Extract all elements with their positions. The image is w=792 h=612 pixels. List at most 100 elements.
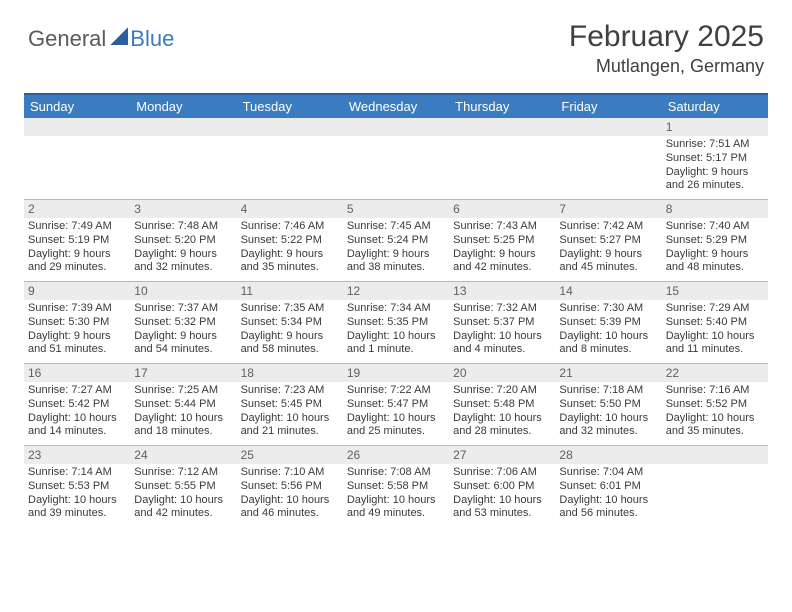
daylight-text: Daylight: 10 hours and 35 minutes.	[666, 412, 764, 440]
sunset-text: Sunset: 5:27 PM	[559, 234, 657, 248]
day-number: 26	[343, 446, 449, 464]
sunset-text: Sunset: 5:37 PM	[453, 316, 551, 330]
day-cell: Sunrise: 7:45 AMSunset: 5:24 PMDaylight:…	[343, 218, 449, 281]
day-cell: Sunrise: 7:37 AMSunset: 5:32 PMDaylight:…	[130, 300, 236, 363]
daynum-row: 1	[24, 118, 768, 136]
sunset-text: Sunset: 5:44 PM	[134, 398, 232, 412]
day-cell: Sunrise: 7:22 AMSunset: 5:47 PMDaylight:…	[343, 382, 449, 445]
day-cell: Sunrise: 7:14 AMSunset: 5:53 PMDaylight:…	[24, 464, 130, 527]
sunrise-text: Sunrise: 7:46 AM	[241, 220, 339, 234]
day-cell	[237, 136, 343, 199]
day-cell: Sunrise: 7:34 AMSunset: 5:35 PMDaylight:…	[343, 300, 449, 363]
day-number: 14	[555, 282, 661, 300]
day-number: 16	[24, 364, 130, 382]
sunset-text: Sunset: 5:34 PM	[241, 316, 339, 330]
day-cell: Sunrise: 7:12 AMSunset: 5:55 PMDaylight:…	[130, 464, 236, 527]
day-number: 25	[237, 446, 343, 464]
sunrise-text: Sunrise: 7:08 AM	[347, 466, 445, 480]
day-cell: Sunrise: 7:46 AMSunset: 5:22 PMDaylight:…	[237, 218, 343, 281]
sunset-text: Sunset: 5:40 PM	[666, 316, 764, 330]
daylight-text: Daylight: 10 hours and 32 minutes.	[559, 412, 657, 440]
week-row: Sunrise: 7:49 AMSunset: 5:19 PMDaylight:…	[24, 218, 768, 282]
day-header-row: Sunday Monday Tuesday Wednesday Thursday…	[24, 95, 768, 118]
day-cell: Sunrise: 7:29 AMSunset: 5:40 PMDaylight:…	[662, 300, 768, 363]
sunset-text: Sunset: 6:01 PM	[559, 480, 657, 494]
sunrise-text: Sunrise: 7:40 AM	[666, 220, 764, 234]
day-number: 11	[237, 282, 343, 300]
day-number: 28	[555, 446, 661, 464]
sunrise-text: Sunrise: 7:04 AM	[559, 466, 657, 480]
day-cell: Sunrise: 7:35 AMSunset: 5:34 PMDaylight:…	[237, 300, 343, 363]
week-row: Sunrise: 7:51 AMSunset: 5:17 PMDaylight:…	[24, 136, 768, 200]
sunset-text: Sunset: 5:53 PM	[28, 480, 126, 494]
day-label-tue: Tuesday	[237, 95, 343, 118]
sunset-text: Sunset: 5:42 PM	[28, 398, 126, 412]
day-cell	[343, 136, 449, 199]
calendar: Sunday Monday Tuesday Wednesday Thursday…	[24, 93, 768, 527]
sunset-text: Sunset: 5:58 PM	[347, 480, 445, 494]
logo-text-general: General	[28, 26, 106, 52]
day-cell: Sunrise: 7:23 AMSunset: 5:45 PMDaylight:…	[237, 382, 343, 445]
sunset-text: Sunset: 5:56 PM	[241, 480, 339, 494]
day-number: 21	[555, 364, 661, 382]
day-cell: Sunrise: 7:43 AMSunset: 5:25 PMDaylight:…	[449, 218, 555, 281]
sunrise-text: Sunrise: 7:37 AM	[134, 302, 232, 316]
sunrise-text: Sunrise: 7:29 AM	[666, 302, 764, 316]
sunset-text: Sunset: 5:45 PM	[241, 398, 339, 412]
daylight-text: Daylight: 10 hours and 28 minutes.	[453, 412, 551, 440]
day-number: 17	[130, 364, 236, 382]
day-number	[130, 118, 236, 136]
daylight-text: Daylight: 9 hours and 38 minutes.	[347, 248, 445, 276]
day-label-mon: Monday	[130, 95, 236, 118]
daylight-text: Daylight: 10 hours and 46 minutes.	[241, 494, 339, 522]
day-cell: Sunrise: 7:42 AMSunset: 5:27 PMDaylight:…	[555, 218, 661, 281]
day-number: 10	[130, 282, 236, 300]
day-number: 13	[449, 282, 555, 300]
sunrise-text: Sunrise: 7:45 AM	[347, 220, 445, 234]
sunset-text: Sunset: 5:29 PM	[666, 234, 764, 248]
daylight-text: Daylight: 9 hours and 32 minutes.	[134, 248, 232, 276]
day-number	[237, 118, 343, 136]
sunrise-text: Sunrise: 7:06 AM	[453, 466, 551, 480]
month-title: February 2025	[569, 20, 764, 54]
day-cell: Sunrise: 7:25 AMSunset: 5:44 PMDaylight:…	[130, 382, 236, 445]
day-number	[449, 118, 555, 136]
sunset-text: Sunset: 6:00 PM	[453, 480, 551, 494]
day-number: 2	[24, 200, 130, 218]
daylight-text: Daylight: 10 hours and 1 minute.	[347, 330, 445, 358]
daylight-text: Daylight: 10 hours and 56 minutes.	[559, 494, 657, 522]
sunset-text: Sunset: 5:52 PM	[666, 398, 764, 412]
daynum-row: 16171819202122	[24, 364, 768, 382]
day-number	[24, 118, 130, 136]
day-number: 20	[449, 364, 555, 382]
daynum-row: 2345678	[24, 200, 768, 218]
day-cell: Sunrise: 7:40 AMSunset: 5:29 PMDaylight:…	[662, 218, 768, 281]
day-number	[555, 118, 661, 136]
sunset-text: Sunset: 5:39 PM	[559, 316, 657, 330]
daylight-text: Daylight: 9 hours and 26 minutes.	[666, 166, 764, 194]
day-label-fri: Friday	[555, 95, 661, 118]
daylight-text: Daylight: 10 hours and 42 minutes.	[134, 494, 232, 522]
day-cell	[555, 136, 661, 199]
day-cell: Sunrise: 7:16 AMSunset: 5:52 PMDaylight:…	[662, 382, 768, 445]
day-cell: Sunrise: 7:06 AMSunset: 6:00 PMDaylight:…	[449, 464, 555, 527]
daylight-text: Daylight: 9 hours and 35 minutes.	[241, 248, 339, 276]
daylight-text: Daylight: 9 hours and 45 minutes.	[559, 248, 657, 276]
sunset-text: Sunset: 5:47 PM	[347, 398, 445, 412]
page-header: General Blue February 2025 Mutlangen, Ge…	[0, 0, 792, 85]
daylight-text: Daylight: 9 hours and 48 minutes.	[666, 248, 764, 276]
daylight-text: Daylight: 9 hours and 58 minutes.	[241, 330, 339, 358]
sunrise-text: Sunrise: 7:49 AM	[28, 220, 126, 234]
sunrise-text: Sunrise: 7:10 AM	[241, 466, 339, 480]
day-number: 24	[130, 446, 236, 464]
day-label-wed: Wednesday	[343, 95, 449, 118]
sunrise-text: Sunrise: 7:20 AM	[453, 384, 551, 398]
daylight-text: Daylight: 9 hours and 54 minutes.	[134, 330, 232, 358]
day-number: 8	[662, 200, 768, 218]
sail-icon	[110, 27, 128, 45]
daynum-row: 9101112131415	[24, 282, 768, 300]
sunrise-text: Sunrise: 7:48 AM	[134, 220, 232, 234]
day-cell: Sunrise: 7:20 AMSunset: 5:48 PMDaylight:…	[449, 382, 555, 445]
day-cell	[24, 136, 130, 199]
daylight-text: Daylight: 10 hours and 18 minutes.	[134, 412, 232, 440]
